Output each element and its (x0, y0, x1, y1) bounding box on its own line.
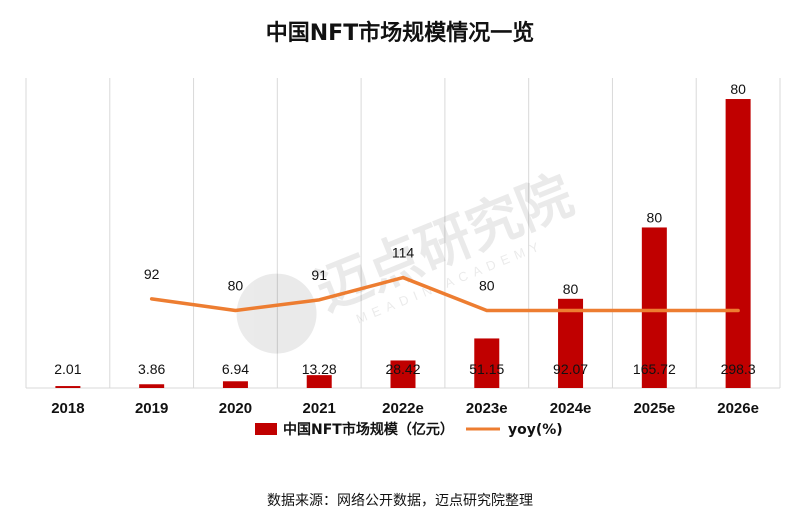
bar-series (55, 99, 751, 388)
x-tick-label: 2020 (219, 400, 252, 417)
yoy-value-label: 80 (647, 209, 663, 225)
legend-bar-swatch (255, 423, 277, 435)
bar-data-labels: 2.01 3.86 6.94 13.28 28.42 51.15 92.07 165.72 29… (54, 361, 756, 377)
yoy-value-label: 114 (392, 245, 415, 261)
legend: 中国NFT市场规模（亿元） yoy(%) (255, 421, 563, 438)
bar (306, 375, 332, 388)
line-data-labels: 92 80 91 114 80 80 80 80 (144, 81, 746, 297)
bar-value-label: 92.07 (553, 361, 588, 377)
bar (222, 381, 248, 388)
bar (641, 227, 667, 388)
yoy-value-label: 80 (479, 278, 495, 294)
x-tick-label: 2022e (382, 400, 424, 417)
bar-value-label: 298.3 (721, 361, 756, 377)
legend-line-label: yoy(%) (508, 422, 563, 438)
yoy-value-label: 80 (730, 81, 746, 97)
yoy-value-label: 80 (228, 278, 244, 294)
yoy-value-label: 91 (311, 267, 327, 283)
bar (558, 298, 584, 388)
yoy-line (149, 275, 740, 313)
watermark-logo (236, 273, 317, 354)
x-axis-ticks: 2018 2019 2020 2021 2022e 2023e 2024e 2025e 2026… (51, 400, 759, 417)
bar (139, 384, 165, 388)
x-tick-label: 2025e (633, 400, 675, 417)
bar (474, 338, 500, 388)
bar-value-label: 2.01 (54, 361, 81, 377)
bar-value-label: 13.28 (302, 361, 337, 377)
bar-value-label: 6.94 (222, 361, 249, 377)
watermark: 迈点研究院 MEADIN ACADEMY (236, 163, 581, 354)
bar (55, 386, 81, 388)
yoy-value-label: 80 (563, 281, 579, 297)
x-tick-label: 2019 (135, 400, 168, 417)
bar-value-label: 51.15 (469, 361, 504, 377)
bar (725, 99, 751, 388)
bar (390, 360, 416, 388)
x-tick-label: 2024e (550, 400, 592, 417)
x-tick-label: 2026e (717, 400, 759, 417)
x-tick-label: 2023e (466, 400, 508, 417)
bar-value-label: 28.42 (385, 361, 420, 377)
line-series (149, 275, 740, 313)
x-tick-label: 2021 (303, 400, 336, 417)
legend-bar-label: 中国NFT市场规模（亿元） (283, 421, 454, 438)
bar-value-label: 3.86 (138, 361, 165, 377)
source-note: 数据来源：网络公开数据，迈点研究院整理 (267, 493, 533, 509)
x-tick-label: 2018 (51, 400, 84, 417)
bar-value-label: 165.72 (633, 361, 676, 377)
chart-title: 中国NFT市场规模情况一览 (266, 20, 534, 46)
yoy-value-label: 92 (144, 266, 160, 282)
